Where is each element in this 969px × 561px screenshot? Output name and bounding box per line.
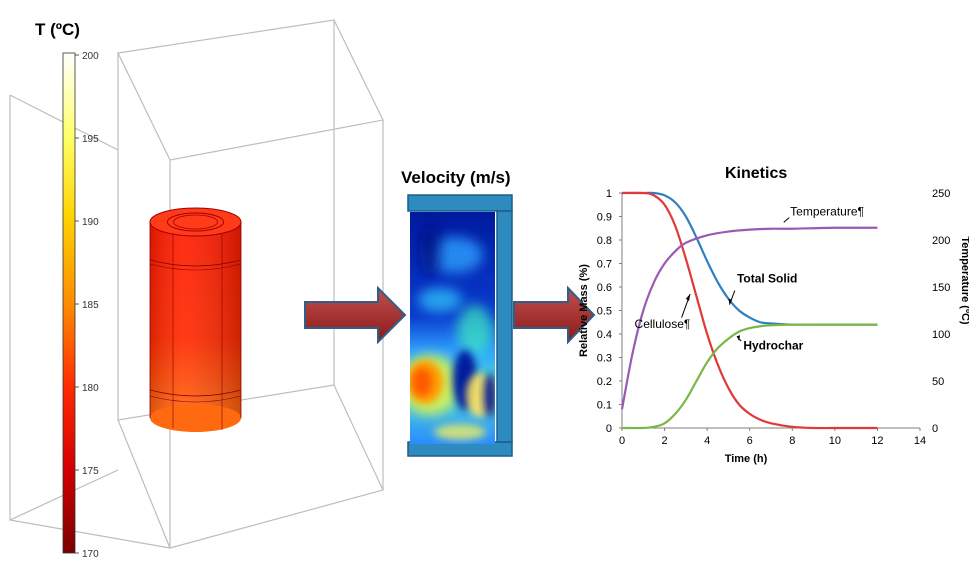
plot-area: 0 2 4 6 8 10 12 1400.10.20.30.40.50.60.70.80.91… [578, 188, 969, 465]
annotation-cellulose: Cellulose¶ [635, 317, 691, 331]
x-tick-label: 14 [914, 435, 926, 447]
y-axis-label: Relative Mass (%) [578, 264, 590, 357]
x-tick-label: 6 [747, 435, 753, 447]
series-line-cellulose [621, 191, 878, 430]
annotation-arrowhead [736, 335, 741, 342]
annotation-hydrochar: Hydrochar [743, 338, 803, 352]
y-tick-label: 1 [606, 188, 612, 200]
y-tick-label: 0.9 [597, 212, 612, 224]
y-tick-label: 0.3 [597, 353, 612, 365]
colorbar-tick-label: 190 [82, 217, 99, 228]
y-right-tick-label: 200 [932, 235, 950, 247]
x-tick-label: 12 [871, 435, 883, 447]
colorbar-tick-label: 180 [82, 383, 99, 394]
y-tick-label: 0.8 [597, 235, 612, 247]
annotation-arrow [783, 217, 790, 223]
y-tick-label: 0.4 [597, 329, 612, 341]
y-tick-label: 0 [606, 423, 612, 435]
x-tick-label: 2 [662, 435, 668, 447]
colorbar-tick-label: 195 [82, 134, 99, 145]
temperature-title: T (ºC) [35, 20, 80, 39]
colorbar-tick-label: 170 [82, 549, 99, 560]
reactor-wall [496, 210, 513, 443]
colorbar-tick-label: 185 [82, 300, 99, 311]
arrow-to-velocity [304, 285, 407, 345]
y-right-tick-label: 0 [932, 423, 938, 435]
arrow-to-kinetics [513, 285, 596, 345]
temperature-panel: T (ºC) 200 195 190 185 180 175 170 [9, 19, 384, 560]
x-axis-label: Time (h) [725, 453, 768, 465]
y-right-tick-label: 50 [932, 376, 944, 388]
y-tick-label: 0.2 [597, 376, 612, 388]
reactor-base [407, 441, 513, 457]
y-tick-label: 0.5 [597, 306, 612, 318]
chart-title: Kinetics [725, 165, 787, 182]
annotation-arrowhead [685, 294, 691, 302]
reactor-lid [407, 194, 513, 212]
temperature-colorbar [62, 52, 76, 554]
series-line-hydrochar [621, 323, 878, 430]
kinetics-chart: Kinetics 0 2 4 6 8 10 12 1400.10.20.30.40.50.60… [578, 165, 969, 465]
y-right-axis-label: Temperature (ºC) [959, 236, 969, 324]
x-tick-label: 4 [704, 435, 710, 447]
velocity-title: Velocity (m/s) [401, 168, 511, 187]
annotation-total-solid: Total Solid [737, 271, 797, 285]
series-line-temperature [620, 226, 878, 410]
colorbar-ticks [75, 54, 79, 554]
annotation-temperature: Temperature¶ [790, 204, 864, 218]
y-right-tick-label: 250 [932, 188, 950, 200]
y-tick-label: 0.7 [597, 259, 612, 271]
y-right-tick-label: 150 [932, 282, 950, 294]
y-tick-label: 0.6 [597, 282, 612, 294]
annotation-arrowhead [728, 298, 733, 305]
y-tick-label: 0.1 [597, 400, 612, 412]
colorbar-tick-label: 175 [82, 466, 99, 477]
x-tick-label: 8 [789, 435, 795, 447]
colorbar-tick-label: 200 [82, 51, 99, 62]
velocity-panel: Velocity (m/s) [401, 168, 513, 457]
velocity-field [410, 212, 495, 444]
x-tick-label: 0 [619, 435, 625, 447]
reactor-cylinder [149, 207, 242, 432]
y-right-tick-label: 100 [932, 329, 950, 341]
x-tick-label: 10 [829, 435, 841, 447]
